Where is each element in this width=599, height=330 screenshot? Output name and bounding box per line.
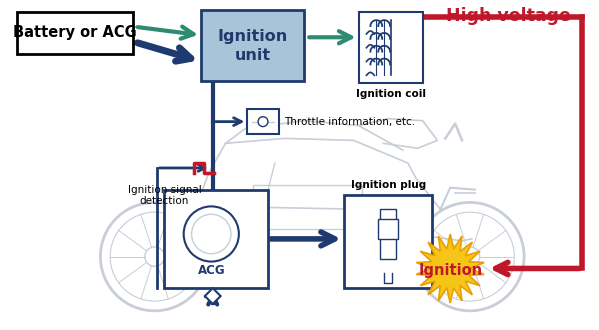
Text: Ignition plug: Ignition plug bbox=[350, 180, 426, 190]
Text: Ignition
unit: Ignition unit bbox=[217, 29, 288, 63]
Bar bbox=[253, 185, 362, 229]
Circle shape bbox=[184, 206, 239, 262]
Bar bbox=[379, 219, 398, 239]
Circle shape bbox=[258, 117, 268, 127]
Text: ACG: ACG bbox=[198, 264, 225, 277]
Bar bbox=[165, 190, 268, 288]
Bar bbox=[380, 209, 396, 259]
Bar bbox=[359, 12, 423, 83]
Bar bbox=[201, 10, 304, 81]
Text: Ignition: Ignition bbox=[418, 263, 482, 278]
Circle shape bbox=[192, 214, 231, 254]
Bar bbox=[17, 12, 133, 54]
Text: Ignition coil: Ignition coil bbox=[356, 89, 426, 99]
Bar bbox=[247, 109, 279, 134]
Text: Ignition signal
detection: Ignition signal detection bbox=[128, 185, 201, 206]
Text: Battery or ACG: Battery or ACG bbox=[13, 25, 137, 41]
Polygon shape bbox=[416, 234, 484, 303]
Polygon shape bbox=[205, 288, 220, 304]
Text: Throttle information, etc.: Throttle information, etc. bbox=[284, 116, 415, 127]
Text: High voltage: High voltage bbox=[446, 7, 570, 25]
Bar bbox=[344, 195, 432, 288]
